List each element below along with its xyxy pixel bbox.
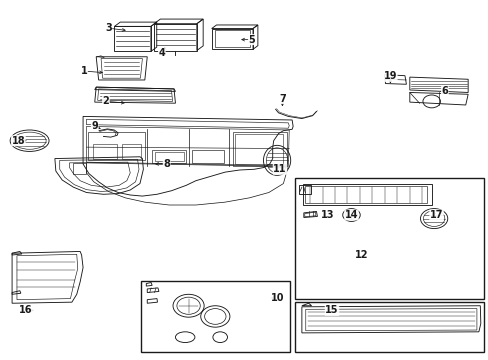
Text: 12: 12 xyxy=(355,250,368,260)
Text: 17: 17 xyxy=(429,210,443,220)
Text: 8: 8 xyxy=(163,159,170,169)
Text: 15: 15 xyxy=(325,305,338,315)
Text: 13: 13 xyxy=(321,210,334,220)
Bar xyxy=(214,30,249,48)
Bar xyxy=(88,132,145,160)
Text: 3: 3 xyxy=(105,23,111,33)
Bar xyxy=(93,144,117,158)
Bar xyxy=(294,302,483,352)
Text: 6: 6 xyxy=(441,86,447,96)
Text: 2: 2 xyxy=(102,96,109,107)
Text: 7: 7 xyxy=(279,94,285,104)
Bar xyxy=(114,26,151,51)
Bar xyxy=(305,186,426,203)
Text: 10: 10 xyxy=(270,293,284,303)
Bar xyxy=(294,178,483,298)
Bar xyxy=(192,150,223,163)
Text: 16: 16 xyxy=(19,305,32,315)
Text: 1: 1 xyxy=(81,66,87,76)
Text: 5: 5 xyxy=(248,35,255,45)
Bar xyxy=(73,163,85,174)
Text: 18: 18 xyxy=(12,136,25,146)
Bar xyxy=(234,134,283,164)
Bar xyxy=(122,144,141,158)
Bar xyxy=(154,152,183,161)
Bar xyxy=(154,24,197,50)
Text: 14: 14 xyxy=(344,210,358,220)
Bar xyxy=(152,150,186,163)
Bar xyxy=(232,132,287,166)
Text: 19: 19 xyxy=(383,71,396,81)
Text: 11: 11 xyxy=(273,164,286,174)
Bar xyxy=(302,184,431,205)
Text: 9: 9 xyxy=(91,121,98,131)
Text: 4: 4 xyxy=(158,48,165,58)
Bar xyxy=(211,28,252,49)
Bar xyxy=(141,281,289,352)
Bar xyxy=(298,185,310,194)
